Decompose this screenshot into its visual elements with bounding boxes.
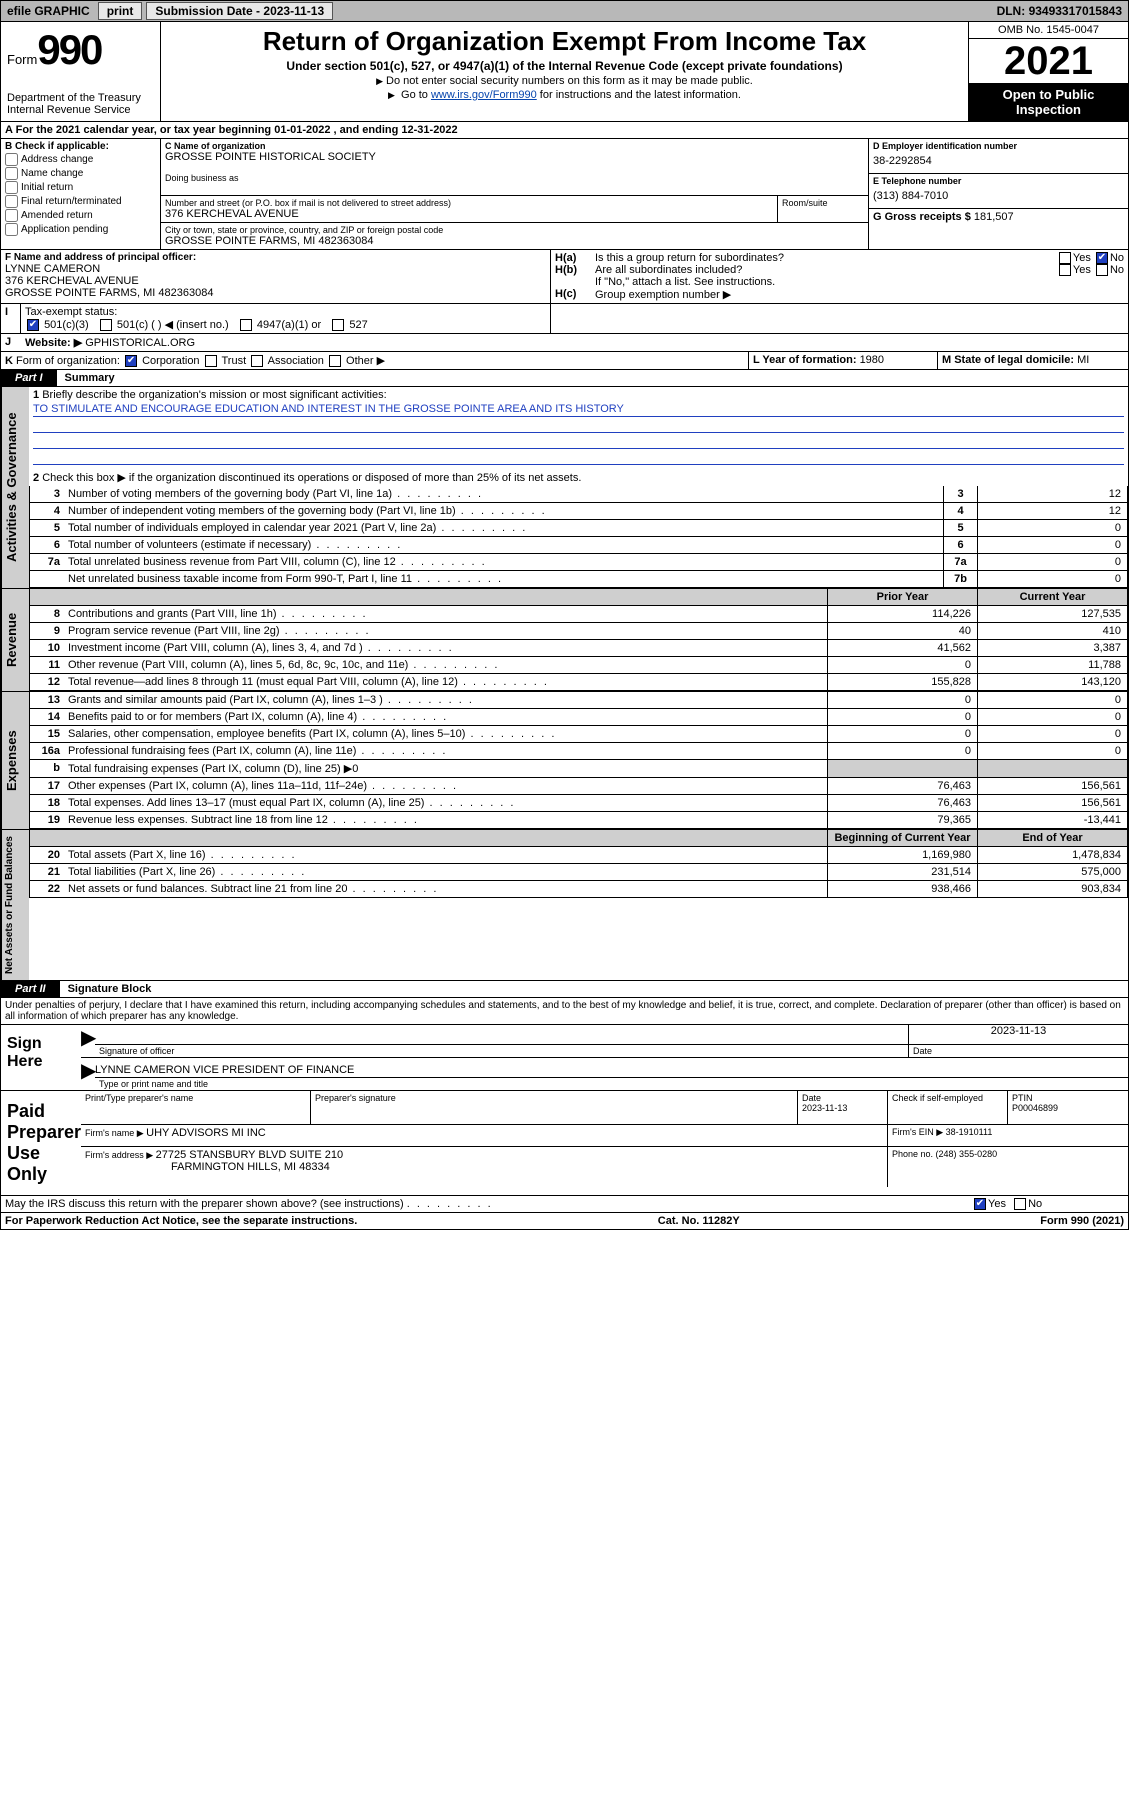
summary-row: 19Revenue less expenses. Subtract line 1… xyxy=(29,812,1128,829)
summary-row: 3Number of voting members of the governi… xyxy=(29,486,1128,503)
chk-corp[interactable]: ✔ xyxy=(125,355,137,367)
dln-label: DLN: 93493317015843 xyxy=(991,4,1128,18)
chk-other[interactable] xyxy=(329,355,341,367)
summary-row: 13Grants and similar amounts paid (Part … xyxy=(29,692,1128,709)
activities-governance: Activities & Governance 1 Briefly descri… xyxy=(0,387,1129,589)
chk-527[interactable] xyxy=(332,319,344,331)
vlabel-net: Net Assets or Fund Balances xyxy=(1,830,29,980)
firm-phone: (248) 355-0280 xyxy=(936,1149,998,1159)
form-number: Form990 xyxy=(7,26,154,74)
hb-yes-no[interactable]: Yes No xyxy=(1057,264,1124,276)
form-header: Form990 Department of the Treasury Inter… xyxy=(0,22,1129,122)
rev-header: Prior Year Current Year xyxy=(29,589,1128,606)
box-b: B Check if applicable: Address change Na… xyxy=(1,139,161,249)
chk-application-pending[interactable]: Application pending xyxy=(5,223,156,236)
summary-row: 22Net assets or fund balances. Subtract … xyxy=(29,881,1128,898)
summary-row: bTotal fundraising expenses (Part IX, co… xyxy=(29,760,1128,778)
org-name: GROSSE POINTE HISTORICAL SOCIETY xyxy=(165,151,864,163)
ein: 38-2292854 xyxy=(873,151,1124,171)
print-button[interactable]: print xyxy=(98,2,143,20)
summary-row: 4Number of independent voting members of… xyxy=(29,503,1128,520)
summary-row: Net unrelated business taxable income fr… xyxy=(29,571,1128,588)
discuss-no[interactable] xyxy=(1014,1198,1026,1210)
expenses-section: Expenses 13Grants and similar amounts pa… xyxy=(0,692,1129,830)
box-c: C Name of organization GROSSE POINTE HIS… xyxy=(161,139,868,249)
summary-row: 20Total assets (Part X, line 16)1,169,98… xyxy=(29,847,1128,864)
chk-trust[interactable] xyxy=(205,355,217,367)
header-boxes: B Check if applicable: Address change Na… xyxy=(0,139,1129,250)
org-street: 376 KERCHEVAL AVENUE xyxy=(165,208,773,220)
revenue-section: Revenue Prior Year Current Year 8Contrib… xyxy=(0,589,1129,692)
submission-date-button[interactable]: Submission Date - 2023-11-13 xyxy=(146,2,333,20)
summary-row: 9Program service revenue (Part VIII, lin… xyxy=(29,623,1128,640)
line-klm: K Form of organization: ✔ Corporation Tr… xyxy=(0,352,1129,370)
netassets-section: Net Assets or Fund Balances Beginning of… xyxy=(0,830,1129,981)
efile-label: efile GRAPHIC xyxy=(1,4,96,18)
chk-assoc[interactable] xyxy=(251,355,263,367)
dept-label: Department of the Treasury xyxy=(7,92,154,104)
line-i: I Tax-exempt status: ✔ 501(c)(3) 501(c) … xyxy=(0,304,1129,334)
officer-name: LYNNE CAMERON VICE PRESIDENT OF FINANCE xyxy=(95,1058,1128,1078)
chk-501c3[interactable]: ✔ xyxy=(27,319,39,331)
ptin: P00046899 xyxy=(1012,1103,1058,1113)
summary-row: 14Benefits paid to or for members (Part … xyxy=(29,709,1128,726)
omb-number: OMB No. 1545-0047 xyxy=(969,22,1128,39)
form-subtitle: Under section 501(c), 527, or 4947(a)(1)… xyxy=(169,59,960,73)
ha-yes-no[interactable]: Yes ✔No xyxy=(1057,252,1124,264)
sign-here-block: Sign Here ▶ Signature of officer 2023-11… xyxy=(0,1025,1129,1091)
line-a: A For the 2021 calendar year, or tax yea… xyxy=(0,122,1129,139)
summary-row: 11Other revenue (Part VIII, column (A), … xyxy=(29,657,1128,674)
part1-header: Part I Summary xyxy=(0,370,1129,387)
chk-final-return[interactable]: Final return/terminated xyxy=(5,195,156,208)
summary-row: 18Total expenses. Add lines 13–17 (must … xyxy=(29,795,1128,812)
penalty-text: Under penalties of perjury, I declare th… xyxy=(0,998,1129,1025)
part2-header: Part II Signature Block xyxy=(0,981,1129,998)
net-header: Beginning of Current Year End of Year xyxy=(29,830,1128,847)
summary-row: 12Total revenue—add lines 8 through 11 (… xyxy=(29,674,1128,691)
chk-name-change[interactable]: Name change xyxy=(5,167,156,180)
footer: For Paperwork Reduction Act Notice, see … xyxy=(0,1213,1129,1230)
summary-row: 15Salaries, other compensation, employee… xyxy=(29,726,1128,743)
tax-year: 2021 xyxy=(969,39,1128,83)
summary-row: 8Contributions and grants (Part VIII, li… xyxy=(29,606,1128,623)
firm-ein: 38-1910111 xyxy=(946,1127,993,1137)
line-j: J Website: ▶ GPHISTORICAL.ORG xyxy=(0,334,1129,352)
chk-501c[interactable] xyxy=(100,319,112,331)
summary-row: 21Total liabilities (Part X, line 26)231… xyxy=(29,864,1128,881)
discuss-yes[interactable]: ✔ xyxy=(974,1198,986,1210)
summary-row: 10Investment income (Part VIII, column (… xyxy=(29,640,1128,657)
chk-initial-return[interactable]: Initial return xyxy=(5,181,156,194)
box-h: H(a) Is this a group return for subordin… xyxy=(551,250,1128,303)
ssn-note: Do not enter social security numbers on … xyxy=(169,75,960,87)
chk-4947[interactable] xyxy=(240,319,252,331)
irs-link[interactable]: www.irs.gov/Form990 xyxy=(431,89,537,101)
discuss-row: May the IRS discuss this return with the… xyxy=(0,1196,1129,1213)
mission-text: TO STIMULATE AND ENCOURAGE EDUCATION AND… xyxy=(33,403,1124,417)
website-value: GPHISTORICAL.ORG xyxy=(85,337,195,349)
vlabel-ag: Activities & Governance xyxy=(1,387,29,588)
form-title: Return of Organization Exempt From Incom… xyxy=(169,26,960,57)
vlabel-rev: Revenue xyxy=(1,589,29,691)
summary-row: 5Total number of individuals employed in… xyxy=(29,520,1128,537)
org-city: GROSSE POINTE FARMS, MI 482363084 xyxy=(165,235,864,247)
summary-row: 7aTotal unrelated business revenue from … xyxy=(29,554,1128,571)
inspection-badge: Open to Public Inspection xyxy=(969,83,1128,121)
website-note: Go to www.irs.gov/Form990 for instructio… xyxy=(169,89,960,101)
paid-preparer-block: Paid Preparer Use Only Print/Type prepar… xyxy=(0,1091,1129,1196)
summary-row: 17Other expenses (Part IX, column (A), l… xyxy=(29,778,1128,795)
gross-receipts: 181,507 xyxy=(974,211,1014,223)
vlabel-exp: Expenses xyxy=(1,692,29,829)
fh-row: F Name and address of principal officer:… xyxy=(0,250,1129,304)
chk-amended-return[interactable]: Amended return xyxy=(5,209,156,222)
firm-name: UHY ADVISORS MI INC xyxy=(146,1127,266,1139)
box-deg: D Employer identification number 38-2292… xyxy=(868,139,1128,249)
summary-row: 16aProfessional fundraising fees (Part I… xyxy=(29,743,1128,760)
chk-address-change[interactable]: Address change xyxy=(5,153,156,166)
summary-row: 6Total number of volunteers (estimate if… xyxy=(29,537,1128,554)
top-bar: efile GRAPHIC print Submission Date - 20… xyxy=(0,0,1129,22)
phone: (313) 884-7010 xyxy=(873,186,1124,206)
box-f: F Name and address of principal officer:… xyxy=(1,250,551,303)
irs-label: Internal Revenue Service xyxy=(7,104,154,116)
